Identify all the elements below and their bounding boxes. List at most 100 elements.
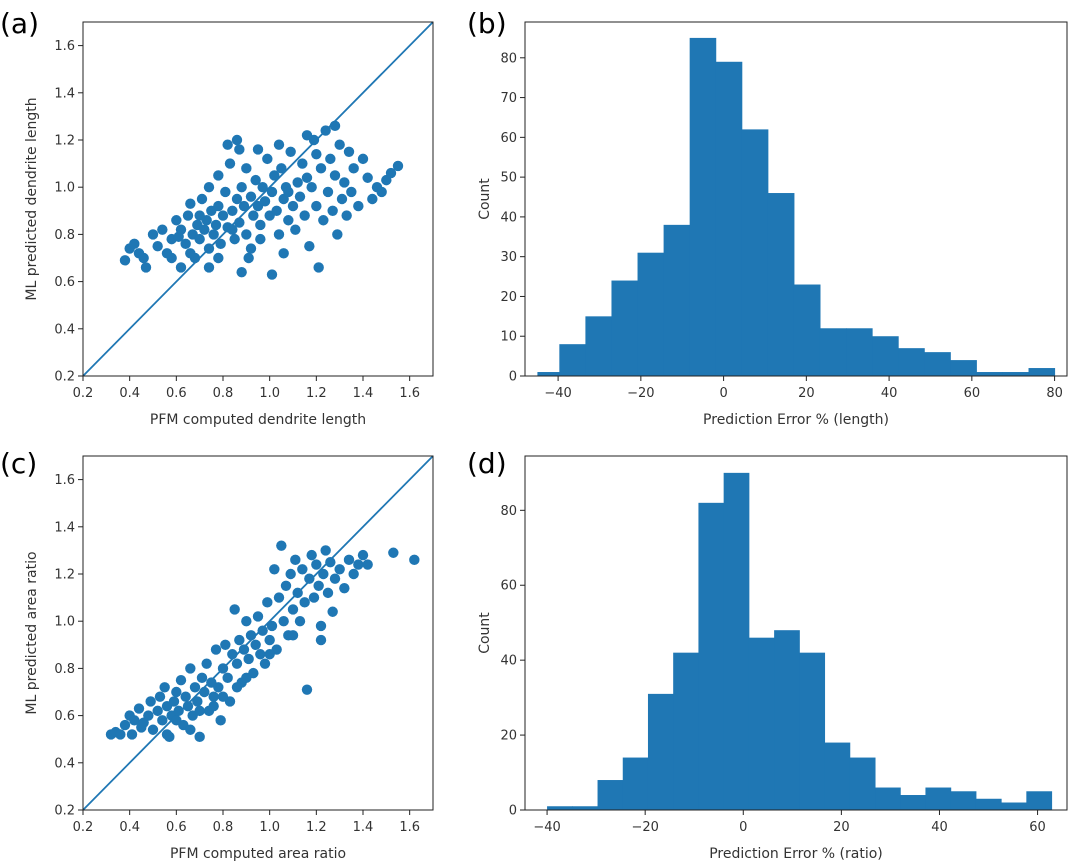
- scatter-point: [336, 193, 348, 205]
- histogram-bar: [950, 360, 977, 376]
- y-tick-label: 0.2: [54, 804, 75, 819]
- scatter-point: [196, 193, 208, 205]
- scatter-point: [385, 167, 397, 179]
- scatter-point: [215, 715, 226, 726]
- x-tick-label: 0: [739, 820, 747, 835]
- y-tick-label: 0.8: [54, 662, 75, 677]
- scatter-point: [210, 644, 222, 655]
- scatter-point: [308, 592, 320, 603]
- scatter-point: [245, 191, 257, 202]
- histogram-bar: [793, 284, 821, 376]
- scatter-point: [294, 191, 306, 202]
- scatter-point: [278, 248, 289, 259]
- x-tick-label: 1.6: [399, 820, 420, 835]
- scatter-point: [287, 604, 299, 615]
- scatter-point: [376, 186, 387, 198]
- scatter-point: [341, 210, 352, 221]
- scatter-point: [159, 682, 170, 693]
- y-tick-label: 1.2: [54, 134, 75, 149]
- scatter-point: [185, 724, 196, 735]
- scatter-point: [229, 233, 240, 245]
- y-axis-label: Count: [477, 612, 493, 654]
- scatter-point: [147, 229, 159, 240]
- scatter-point: [343, 146, 355, 157]
- histogram-bar: [611, 280, 639, 376]
- scatter-point: [273, 229, 285, 240]
- scatter-point: [325, 153, 336, 165]
- scatter-point: [203, 243, 215, 254]
- y-tick-label: 1.6: [54, 473, 75, 488]
- scatter-point: [311, 148, 322, 160]
- scatter-point: [203, 262, 215, 273]
- scatter-point: [241, 163, 252, 174]
- histogram-bar: [975, 798, 1002, 810]
- scatter-point: [287, 630, 299, 641]
- histogram-bar: [637, 252, 665, 376]
- scatter-point: [339, 177, 350, 188]
- scatter-point: [231, 658, 243, 669]
- scatter-point: [294, 616, 306, 627]
- scatter-point: [320, 545, 331, 556]
- scatter-point: [264, 634, 275, 646]
- scatter-point: [234, 217, 245, 228]
- scatter-point: [241, 672, 252, 684]
- marks-group: [537, 37, 1056, 376]
- scatter-point: [234, 634, 245, 646]
- scatter-point: [182, 210, 194, 221]
- panel-label-c: (c): [0, 447, 37, 480]
- scatter-point: [262, 153, 273, 165]
- y-tick-label: 40: [500, 654, 517, 669]
- scatter-point: [257, 625, 268, 636]
- y-tick-label: 70: [500, 91, 517, 106]
- histogram-bar: [1002, 372, 1030, 376]
- x-axis-label: Prediction Error % (length): [703, 412, 889, 428]
- scatter-point: [329, 573, 341, 584]
- histogram-bar: [924, 352, 951, 376]
- scatter-point: [388, 547, 399, 558]
- scatter-point: [339, 582, 350, 594]
- scatter-point: [115, 729, 126, 740]
- plot-frame: [524, 21, 1068, 377]
- scatter-point: [241, 229, 252, 240]
- scatter-point: [171, 686, 182, 698]
- x-tick-label: 1.2: [306, 386, 327, 401]
- scatter-point: [292, 587, 303, 599]
- scatter-point: [262, 597, 273, 608]
- y-axis-label: ML predicted dendrite length: [24, 97, 40, 300]
- scatter-point: [315, 620, 327, 632]
- x-tick-label: −40: [533, 820, 560, 835]
- histogram-bar: [767, 193, 795, 376]
- scatter-point: [285, 568, 296, 580]
- histogram-bar: [572, 806, 599, 810]
- scatter-point: [392, 160, 404, 172]
- scatter-point: [213, 200, 224, 212]
- scatter-point: [311, 200, 322, 212]
- scatter-plot-a: 0.2 0.4 0.6 0.8 1.0 1.2 1.4 1.6 0.2 0.4 0.6 0.8 1.0 1…: [24, 21, 434, 428]
- scatter-point: [290, 554, 301, 566]
- scatter-point: [224, 158, 236, 169]
- scatter-point: [182, 700, 194, 712]
- scatter-point: [362, 559, 373, 570]
- scatter-point: [283, 186, 294, 198]
- histogram-bar: [622, 757, 649, 810]
- scatter-point: [299, 210, 310, 221]
- scatter-point: [367, 193, 378, 205]
- scatter-point: [227, 224, 238, 235]
- histogram-bar: [663, 224, 691, 376]
- scatter-point: [329, 120, 341, 132]
- scatter-point: [126, 729, 138, 740]
- scatter-point: [196, 672, 208, 684]
- scatter-point: [227, 649, 238, 660]
- scatter-point: [238, 644, 250, 655]
- scatter-point: [129, 715, 140, 726]
- histogram-bar: [748, 637, 775, 810]
- scatter-point: [266, 269, 278, 280]
- y-tick-label: 1.4: [54, 86, 75, 101]
- scatter-point: [175, 675, 187, 686]
- y-tick-label: 60: [500, 131, 517, 146]
- scatter-point: [252, 144, 264, 155]
- y-tick-label: 1.6: [54, 39, 75, 54]
- scatter-point: [227, 205, 238, 216]
- scatter-point: [222, 672, 233, 684]
- y-tick-label: 1.0: [54, 181, 75, 196]
